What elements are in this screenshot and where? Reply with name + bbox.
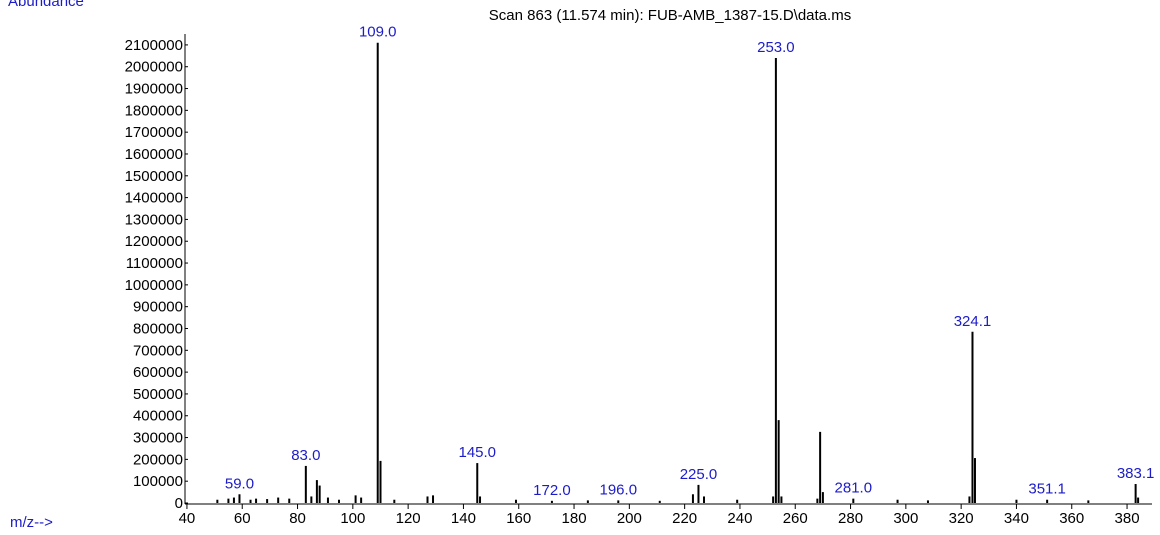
y-tick-label: 1000000 [125,277,183,294]
x-tick-label: 280 [838,510,863,527]
x-tick-label: 160 [506,510,531,527]
x-tick-label: 120 [396,510,421,527]
x-tick-label: 180 [562,510,587,527]
y-tick-label: 1200000 [125,233,183,250]
y-tick-label: 1400000 [125,190,183,207]
peak-label: 324.1 [954,313,992,330]
x-tick-label: 360 [1059,510,1084,527]
x-tick-label: 140 [451,510,476,527]
peak-label: 253.0 [757,39,795,56]
x-tick-label: 340 [1004,510,1029,527]
x-tick-label: 100 [340,510,365,527]
y-tick-label: 400000 [133,408,183,425]
peak-label: 351.1 [1028,481,1066,498]
y-tick-label: 0 [175,495,183,512]
x-tick-label: 240 [727,510,752,527]
x-tick-label: 60 [234,510,251,527]
y-tick-label: 2000000 [125,59,183,76]
peak-label: 83.0 [291,447,320,464]
y-tick-label: 600000 [133,364,183,381]
x-tick-label: 200 [617,510,642,527]
x-tick-label: 300 [893,510,918,527]
x-tick-label: 40 [179,510,196,527]
y-tick-label: 1300000 [125,211,183,228]
y-tick-label: 1800000 [125,102,183,119]
x-axis-label: m/z--> [10,514,53,531]
peak-label: 172.0 [533,482,571,499]
y-tick-label: 200000 [133,451,183,468]
peak-label: 225.0 [680,466,718,483]
y-tick-label: 1700000 [125,124,183,141]
peak-label: 145.0 [458,444,496,461]
x-tick-label: 320 [949,510,974,527]
y-tick-label: 2100000 [125,37,183,54]
y-tick-label: 800000 [133,320,183,337]
x-tick-label: 80 [289,510,306,527]
y-tick-label: 1100000 [126,255,183,272]
peak-label: 196.0 [600,481,638,498]
y-tick-label: 1500000 [125,168,183,185]
y-tick-label: 1900000 [125,81,183,98]
peak-label: 383.1 [1117,465,1155,482]
peak-label: 59.0 [225,475,254,492]
x-tick-label: 380 [1115,510,1140,527]
y-tick-label: 700000 [133,342,183,359]
y-axis-label: Abundance [8,0,84,10]
y-tick-label: 100000 [133,473,183,490]
chart-title: Scan 863 (11.574 min): FUB-AMB_1387-15.D… [489,7,851,24]
x-tick-label: 220 [672,510,697,527]
y-tick-label: 500000 [133,386,183,403]
peak-label: 281.0 [835,480,873,497]
peak-label: 109.0 [359,24,397,41]
y-tick-label: 1600000 [125,146,183,163]
x-tick-label: 260 [783,510,808,527]
y-tick-label: 900000 [133,299,183,316]
y-tick-label: 300000 [133,430,183,447]
